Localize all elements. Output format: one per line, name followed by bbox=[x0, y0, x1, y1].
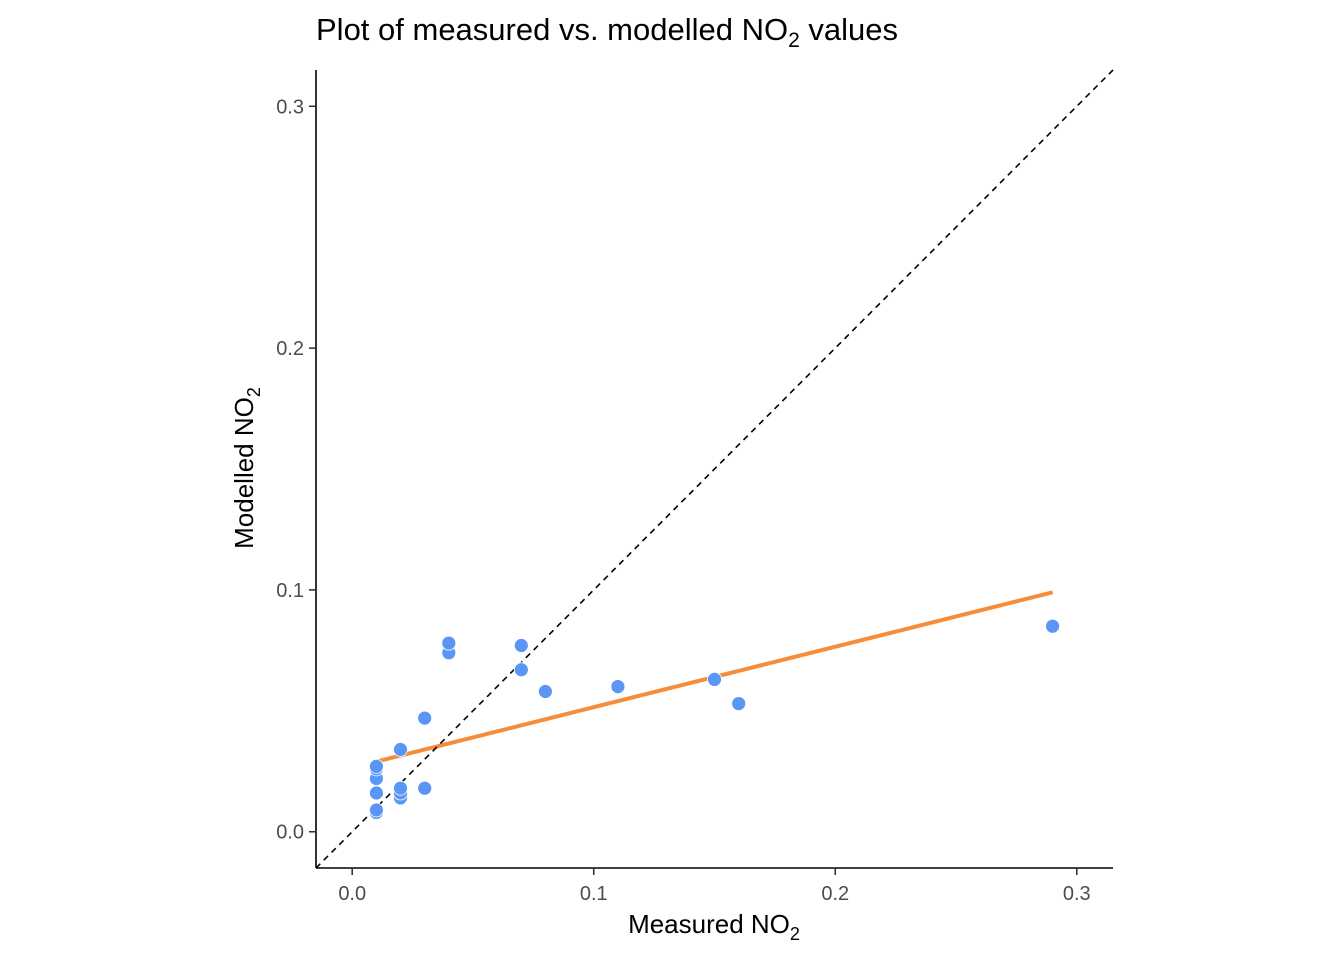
chart-title-subscript: 2 bbox=[788, 29, 800, 52]
chart-title: Plot of measured vs. modelled NO2 values bbox=[316, 12, 898, 52]
data-point bbox=[417, 780, 433, 796]
data-point bbox=[707, 672, 722, 687]
x-tick-label: 0.2 bbox=[821, 883, 849, 905]
data-point bbox=[538, 684, 553, 699]
data-point bbox=[1045, 618, 1060, 634]
x-tick-label: 0.3 bbox=[1063, 883, 1091, 905]
y-tick-label: 0.2 bbox=[276, 338, 304, 360]
x-tick-label: 0.1 bbox=[580, 883, 608, 905]
y-tick-label: 0.1 bbox=[276, 580, 304, 602]
x-tick-label: 0.0 bbox=[338, 883, 366, 905]
y-axis-title: Modelled NO2 bbox=[229, 387, 264, 549]
data-point bbox=[610, 679, 626, 694]
data-point bbox=[368, 785, 384, 801]
data-point bbox=[513, 638, 529, 653]
data-point bbox=[393, 742, 408, 757]
data-point bbox=[441, 635, 457, 651]
data-point bbox=[368, 802, 384, 818]
x-axis-title-subscript: 2 bbox=[790, 924, 800, 944]
y-tick-label: 0.3 bbox=[276, 96, 304, 118]
data-point bbox=[417, 710, 433, 726]
data-point bbox=[393, 780, 408, 796]
x-axis-title: Measured NO2 bbox=[628, 909, 800, 944]
y-tick-label: 0.0 bbox=[276, 822, 304, 844]
data-point bbox=[368, 759, 384, 774]
y-axis-title-subscript: 2 bbox=[244, 387, 264, 397]
data-point bbox=[513, 662, 529, 678]
data-point bbox=[731, 696, 747, 711]
plot-area: 0.0 0.1 0.2 0.3 0.0 0.1 0.2 0.3 bbox=[276, 69, 1114, 905]
identity-reference-line bbox=[315, 69, 1114, 869]
